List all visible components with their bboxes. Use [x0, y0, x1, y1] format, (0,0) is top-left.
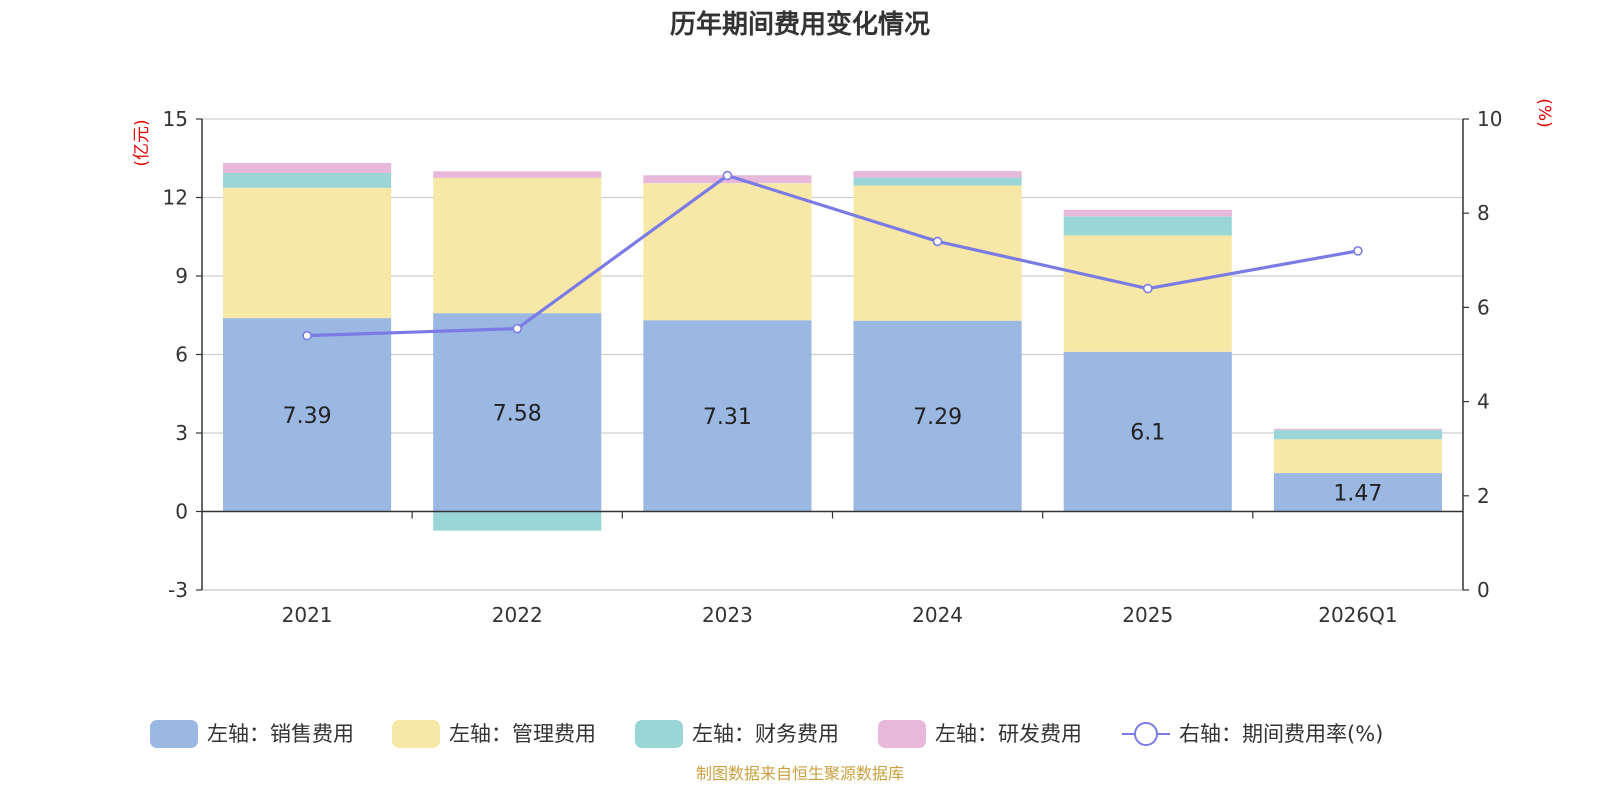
bar-value-label: 7.29 [913, 405, 962, 430]
legend-marker [1134, 722, 1158, 746]
rate-point [1142, 283, 1153, 294]
left-axis-tick-label: -3 [168, 578, 188, 602]
legend-label: 左轴：财务费用 [692, 722, 839, 746]
right-axis-tick-label: 2 [1477, 484, 1490, 508]
data-labels-group: 7.39 7.58 7.31 7.29 6.1 1.47 [283, 401, 1383, 506]
category-label: 2026Q1 [1318, 603, 1397, 627]
bar-segment [433, 313, 602, 512]
bar-segment [1063, 216, 1232, 236]
category-label: 2025 [1122, 603, 1173, 627]
right-axis-tick-label: 6 [1477, 295, 1490, 319]
bar-segment [223, 162, 392, 173]
bar-segment [1273, 473, 1442, 512]
bar-segment [1063, 351, 1232, 512]
bar-segment [433, 171, 602, 178]
bar-value-label: 1.47 [1333, 481, 1382, 506]
legend-swatch [635, 720, 683, 748]
bar-value-label: 6.1 [1130, 421, 1165, 446]
category-label: 2024 [912, 603, 963, 627]
bar-segment [1063, 235, 1232, 352]
legend-label: 左轴：管理费用 [449, 722, 596, 746]
bar-value-label: 7.39 [283, 404, 332, 429]
rate-point [1353, 246, 1363, 256]
legend-swatch [150, 720, 198, 748]
legend-label: 左轴：销售费用 [207, 722, 354, 746]
bar-segment [433, 511, 602, 531]
bar-segment [853, 177, 1022, 186]
legend-label: 右轴：期间费用率(%) [1179, 722, 1383, 746]
bar-segment [853, 171, 1022, 178]
rate-point [302, 330, 312, 341]
bar-segment [433, 177, 602, 314]
bar-segment [1273, 430, 1442, 440]
bar-segment [223, 187, 392, 319]
right-axis-tick-label: 8 [1477, 201, 1490, 225]
category-label: 2021 [282, 603, 333, 627]
rate-point [722, 170, 733, 181]
bar-segment [223, 318, 392, 512]
left-axis-tick-label: 0 [175, 500, 188, 524]
right-axis-tick-label: 10 [1477, 107, 1502, 131]
right-axis-unit: (%) [1534, 98, 1554, 127]
category-label: 2023 [702, 603, 753, 627]
legend-swatch [392, 720, 440, 748]
legend-label: 左轴：研发费用 [935, 722, 1082, 746]
source-note: 制图数据来自恒生聚源数据库 [696, 764, 904, 783]
bar-segment [643, 183, 812, 321]
bar-segment [1063, 209, 1232, 217]
right-axis-tick-label: 4 [1477, 390, 1490, 414]
right-axis-tick-label: 0 [1477, 578, 1490, 602]
bars-group [223, 162, 1442, 531]
axes-group: -3 0 3 6 9 12 15 0 2 4 6 8 10 2021 2022 2023 2024 2025 202… [163, 107, 1503, 627]
bar-segment [1273, 428, 1442, 431]
bar-value-label: 7.58 [493, 401, 542, 426]
bar-segment [643, 320, 812, 512]
legend-swatch [878, 720, 926, 748]
rate-line [307, 173, 1359, 338]
chart-title: 历年期间费用变化情况 [670, 9, 930, 40]
rate-line-group [302, 170, 1363, 341]
left-axis-tick-label: 6 [175, 343, 188, 367]
legend: 左轴：销售费用 左轴：管理费用 左轴：财务费用 左轴：研发费用 右轴：期间费用率(%) [150, 720, 1383, 748]
bar-value-label: 7.31 [703, 405, 752, 430]
bar-segment [853, 320, 1022, 512]
bar-segment [223, 172, 392, 188]
left-axis-tick-label: 3 [175, 421, 188, 445]
rate-point [932, 236, 943, 247]
left-axis-tick-label: 9 [175, 264, 188, 288]
category-label: 2022 [492, 603, 543, 627]
left-axis-tick-label: 12 [163, 186, 188, 210]
bar-segment [1273, 439, 1442, 474]
left-axis-tick-label: 15 [163, 107, 188, 131]
rate-point [512, 323, 523, 334]
left-axis-unit: (亿元) [132, 119, 152, 166]
